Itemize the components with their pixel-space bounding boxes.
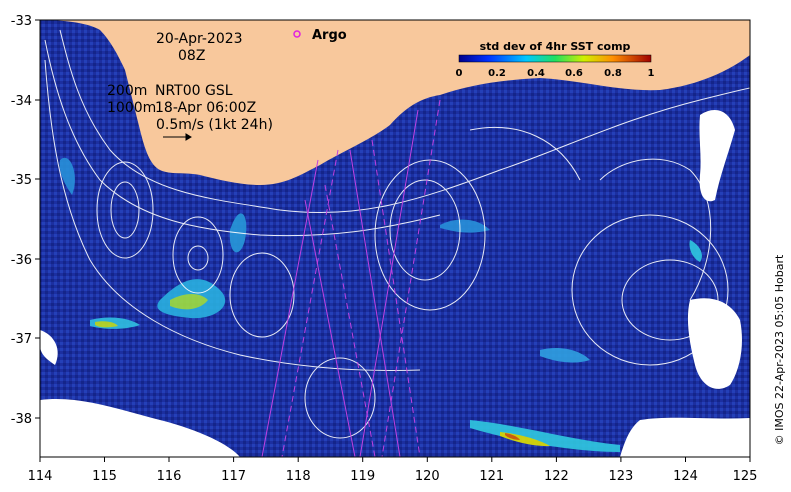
y-tick: -38 [11, 412, 32, 427]
current-contours [44, 29, 750, 439]
argo-label: Argo [312, 28, 347, 43]
y-tick: -33 [11, 14, 32, 29]
colorbar-gradient [458, 54, 652, 63]
x-tick: 115 [92, 469, 117, 484]
scale-label: 0.5m/s (1kt 24h) [156, 117, 273, 133]
y-tick-labels: -33 -34 -35 -36 -37 -38 [11, 14, 32, 427]
x-tick: 122 [544, 469, 569, 484]
map-frame [39, 19, 751, 458]
colorbar: std dev of 4hr SST comp 0 0.2 0.4 0.6 0.… [456, 40, 655, 79]
x-tick: 119 [350, 469, 375, 484]
sst-features [59, 157, 702, 452]
x-tick: 114 [28, 469, 53, 484]
x-tick: 120 [415, 469, 440, 484]
colorbar-tick: 0.2 [488, 68, 506, 79]
colorbar-title: std dev of 4hr SST comp [480, 40, 631, 53]
y-tick: -36 [11, 253, 32, 268]
date-label: 20-Apr-2023 [156, 31, 243, 47]
x-tick: 121 [479, 469, 504, 484]
depth-200-label: 200m [107, 83, 147, 99]
x-tick: 125 [733, 469, 758, 484]
y-tick: -35 [11, 173, 32, 188]
x-tick: 117 [221, 469, 246, 484]
model-time-label: 18-Apr 06:00Z [155, 100, 256, 116]
colorbar-tick: 0 [456, 68, 463, 79]
colorbar-tick: 0.8 [604, 68, 622, 79]
model-label: NRT00 GSL [155, 83, 233, 99]
satellite-tracks [261, 99, 441, 457]
x-tick-labels: 114 115 116 117 118 119 120 121 122 123 … [28, 469, 758, 484]
x-tick: 116 [157, 469, 182, 484]
depth-1000-label: 1000m [107, 100, 156, 116]
y-tick: -37 [11, 332, 32, 347]
x-tick: 123 [608, 469, 633, 484]
x-axis [39, 457, 751, 462]
hour-label: 08Z [178, 48, 205, 64]
scale-arrow-icon [163, 133, 192, 141]
colorbar-tick: 0.6 [565, 68, 583, 79]
data-gaps [40, 110, 750, 457]
x-tick: 118 [286, 469, 311, 484]
colorbar-tick: 0.4 [527, 68, 545, 79]
credit-text: © IMOS 22-Apr-2023 05:05 Hobart [773, 254, 786, 445]
y-tick: -34 [11, 94, 32, 109]
argo-marker-icon [293, 30, 301, 38]
colorbar-tick: 1 [648, 68, 655, 79]
x-tick: 124 [673, 469, 698, 484]
y-axis [35, 19, 40, 419]
